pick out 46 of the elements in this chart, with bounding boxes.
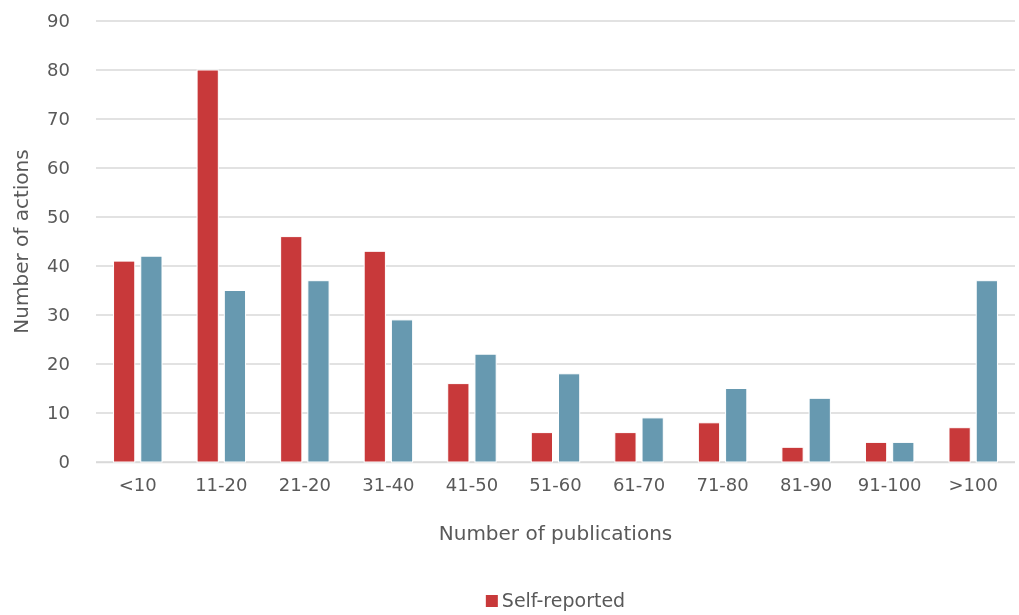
x-tick-label: >100 (948, 473, 998, 495)
y-tick-label: 80 (47, 59, 70, 81)
y-tick-label: 0 (58, 451, 70, 473)
y-tick-label: 40 (47, 255, 70, 277)
bar (558, 373, 581, 463)
bar (307, 280, 330, 463)
x-axis-title: Number of publications (438, 521, 673, 545)
bar (697, 422, 721, 463)
x-tick-label: 21-20 (278, 473, 332, 495)
y-tick-label: 70 (47, 108, 70, 130)
bar (892, 441, 915, 463)
x-tick-label: 71-80 (696, 473, 749, 495)
bar (390, 319, 414, 463)
x-tick-label: <10 (118, 473, 157, 495)
x-tick-label: 51-60 (529, 473, 582, 495)
bar (808, 397, 831, 463)
bar (474, 353, 497, 463)
y-tick-label: 10 (47, 402, 70, 424)
bar (975, 280, 998, 463)
bar (864, 441, 888, 463)
x-tick-label: 81-90 (779, 473, 833, 495)
bar (948, 427, 971, 463)
bar (140, 255, 163, 463)
bar (113, 260, 136, 463)
y-tick-label: 20 (47, 353, 70, 375)
y-axis-title: Number of actions (9, 149, 33, 334)
x-tick-label: 91-100 (857, 473, 922, 495)
y-tick-label: 60 (47, 157, 70, 179)
bar (641, 417, 664, 463)
x-tick-label: 61-70 (612, 473, 666, 495)
bar (781, 446, 804, 463)
bar (223, 290, 247, 463)
legend-label: Self-reported (501, 589, 626, 611)
x-tick-label: 11-20 (195, 473, 248, 495)
bar (363, 250, 386, 463)
y-tick-label: 30 (47, 304, 70, 326)
bar (280, 236, 303, 463)
bar (614, 432, 637, 463)
bar (530, 432, 554, 463)
x-tick-label: 31-40 (362, 473, 415, 495)
bar (447, 383, 470, 463)
y-tick-label: 90 (47, 10, 70, 32)
x-tick-label: 41-50 (445, 473, 499, 495)
bar (725, 388, 748, 463)
bar (196, 69, 219, 463)
y-tick-label: 50 (47, 206, 70, 228)
